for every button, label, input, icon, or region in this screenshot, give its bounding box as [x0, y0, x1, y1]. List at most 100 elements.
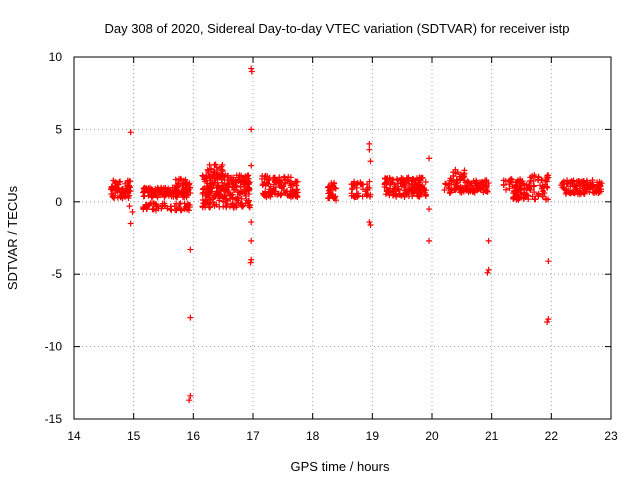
data-point — [145, 186, 152, 193]
data-point — [576, 188, 583, 195]
data-point — [220, 194, 227, 201]
data-point — [272, 191, 279, 198]
data-point — [206, 189, 213, 196]
x-tick-label: 19 — [366, 429, 380, 443]
data-point — [570, 182, 577, 189]
data-point — [113, 179, 120, 186]
data-point — [460, 174, 467, 181]
data-point — [238, 202, 245, 209]
data-point — [216, 197, 223, 204]
data-point — [280, 187, 287, 194]
data-point — [541, 184, 548, 191]
data-point — [412, 182, 419, 189]
y-tick-label: -10 — [45, 340, 63, 354]
x-tick-label: 16 — [187, 429, 201, 443]
data-point — [224, 181, 231, 188]
data-point — [477, 186, 484, 193]
data-point — [273, 178, 280, 185]
data-point — [261, 173, 268, 180]
data-point — [229, 179, 236, 186]
data-point — [442, 180, 449, 187]
data-point — [212, 192, 219, 199]
data-point — [408, 186, 415, 193]
data-point — [225, 184, 232, 191]
data-point — [447, 188, 454, 195]
data-point — [210, 199, 217, 206]
data-point — [475, 185, 482, 192]
data-point — [216, 165, 223, 172]
data-point — [539, 193, 546, 200]
data-point — [527, 187, 534, 194]
data-points — [108, 65, 605, 404]
data-point — [482, 188, 489, 195]
data-point — [567, 183, 574, 190]
data-point — [124, 187, 131, 194]
data-point — [177, 200, 184, 207]
data-point — [514, 193, 521, 200]
data-point — [248, 162, 255, 169]
data-point — [543, 195, 550, 202]
data-point — [120, 185, 127, 192]
data-point — [382, 191, 389, 198]
data-point — [208, 166, 215, 173]
data-point — [122, 180, 129, 187]
data-point — [242, 173, 249, 180]
data-point — [167, 189, 174, 196]
data-point — [592, 188, 599, 195]
data-point — [408, 181, 415, 188]
data-point — [129, 208, 136, 215]
data-point — [278, 191, 285, 198]
data-point — [480, 183, 487, 190]
y-tick-label: 10 — [49, 50, 63, 64]
data-point — [473, 179, 480, 186]
data-point — [176, 201, 183, 208]
data-point — [392, 186, 399, 193]
data-point — [206, 204, 213, 211]
data-point — [463, 187, 470, 194]
data-point — [221, 177, 228, 184]
data-point — [213, 201, 220, 208]
data-point — [245, 172, 252, 179]
data-point — [383, 187, 390, 194]
y-tick-label: -5 — [51, 267, 62, 281]
data-point — [583, 177, 590, 184]
data-point — [114, 194, 121, 201]
data-point — [202, 192, 209, 199]
data-point — [125, 179, 132, 186]
x-tick-label: 17 — [246, 429, 260, 443]
data-point — [393, 175, 400, 182]
data-point — [187, 246, 194, 253]
data-point — [230, 179, 237, 186]
data-point — [354, 180, 361, 187]
data-point — [231, 204, 238, 211]
x-tick-label: 22 — [545, 429, 559, 443]
y-tick-label: -15 — [45, 412, 63, 426]
data-point — [270, 181, 277, 188]
data-point — [248, 219, 255, 226]
data-point — [287, 174, 294, 181]
data-point — [545, 258, 552, 265]
data-point — [595, 190, 602, 197]
data-point — [366, 219, 373, 226]
data-point — [537, 182, 544, 189]
data-point — [527, 178, 534, 185]
data-point — [381, 180, 388, 187]
data-point — [149, 206, 156, 213]
data-point — [359, 181, 366, 188]
data-point — [420, 185, 427, 192]
data-point — [214, 172, 221, 179]
data-point — [418, 191, 425, 198]
data-point — [221, 186, 228, 193]
data-point — [294, 186, 301, 193]
data-point — [212, 161, 219, 168]
data-point — [293, 189, 300, 196]
data-point — [127, 129, 134, 136]
data-point — [569, 179, 576, 186]
axis-ticks — [73, 56, 612, 420]
data-point — [544, 172, 551, 179]
data-point — [238, 172, 245, 179]
data-point — [441, 186, 448, 193]
data-point — [387, 181, 394, 188]
data-point — [360, 186, 367, 193]
